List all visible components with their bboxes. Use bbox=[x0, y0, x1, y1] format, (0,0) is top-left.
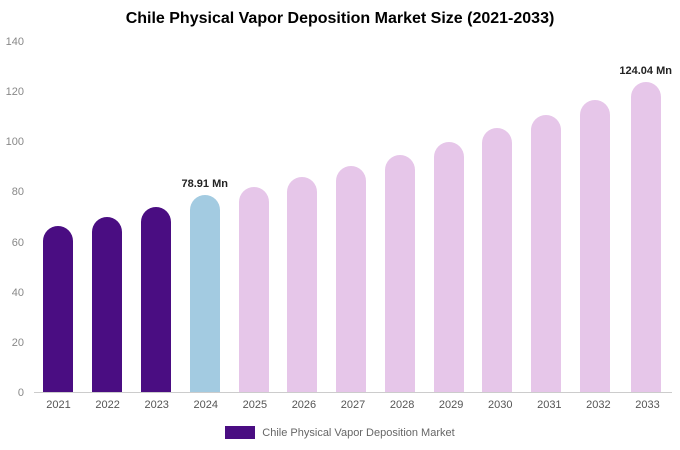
bar-cell bbox=[327, 42, 376, 392]
bar bbox=[531, 114, 562, 392]
bar bbox=[630, 81, 661, 392]
legend-label: Chile Physical Vapor Deposition Market bbox=[262, 426, 455, 439]
bar-cell bbox=[83, 42, 132, 392]
bar bbox=[433, 142, 464, 392]
x-axis-tick-label: 2021 bbox=[46, 399, 71, 411]
y-axis-tick-label: 120 bbox=[5, 86, 24, 99]
bar-cell: 78.91 Mn bbox=[180, 42, 229, 392]
bar bbox=[287, 177, 318, 392]
bar bbox=[140, 207, 171, 392]
bar-cell bbox=[229, 42, 278, 392]
x-axis-tick-label: 2025 bbox=[242, 399, 268, 411]
x-axis-tick-label: 2029 bbox=[438, 399, 464, 411]
bar bbox=[92, 217, 123, 392]
bars-row: 78.91 Mn 124.04 Mn bbox=[34, 42, 672, 392]
y-axis-tick-label: 80 bbox=[11, 186, 24, 199]
y-axis-tick-label: 100 bbox=[5, 136, 24, 149]
y-axis-tick-label: 0 bbox=[17, 387, 24, 399]
y-axis-tick-label: 140 bbox=[5, 36, 24, 48]
legend-swatch bbox=[225, 426, 256, 439]
bar bbox=[482, 128, 513, 392]
bar-cell bbox=[522, 42, 571, 392]
x-axis-tick-label: 2032 bbox=[586, 399, 611, 411]
plot-area: 78.91 Mn 124.04 Mn bbox=[34, 42, 672, 393]
bar bbox=[579, 99, 610, 392]
bar-cell bbox=[34, 42, 83, 392]
y-axis-tick-label: 20 bbox=[11, 336, 24, 349]
x-axis-tick-label: 2022 bbox=[95, 399, 120, 411]
bar-cell bbox=[375, 42, 424, 392]
y-axis-tick-label: 60 bbox=[11, 236, 24, 249]
x-axis: 2021 2022 2023 2024 2025 2026 2027 2028 2029 2030… bbox=[34, 395, 672, 411]
bar bbox=[384, 154, 415, 392]
bar bbox=[189, 194, 220, 392]
chart-area: 78.91 Mn 124.04 Mn bbox=[34, 42, 672, 393]
bar-cell: 124.04 Mn bbox=[619, 42, 672, 392]
x-axis-tick-label: 2033 bbox=[635, 399, 660, 411]
y-axis-tick-label: 40 bbox=[11, 286, 24, 299]
x-axis-tick-label: 2024 bbox=[193, 399, 219, 411]
bar-cell bbox=[571, 42, 620, 392]
x-axis-tick-label: 2023 bbox=[144, 399, 169, 411]
bar bbox=[238, 187, 269, 392]
bar-cell bbox=[278, 42, 327, 392]
x-axis-tick-label: 2027 bbox=[340, 399, 366, 411]
bar bbox=[336, 165, 367, 392]
x-axis-tick-label: 2026 bbox=[291, 399, 317, 411]
legend: Chile Physical Vapor Deposition Market bbox=[0, 426, 680, 439]
bar-cell bbox=[424, 42, 473, 392]
x-axis-tick-label: 2030 bbox=[488, 399, 513, 411]
x-axis-tick-label: 2028 bbox=[389, 399, 415, 411]
chart-title: Chile Physical Vapor Deposition Market S… bbox=[125, 10, 555, 27]
bar-cell bbox=[473, 42, 522, 392]
bar-value-label: 124.04 Mn bbox=[619, 64, 672, 77]
x-axis-tick-label: 2031 bbox=[537, 399, 562, 411]
bar-cell bbox=[132, 42, 181, 392]
bar bbox=[43, 225, 74, 392]
bar-value-label: 78.91 Mn bbox=[181, 177, 228, 190]
y-axis: 0 20 40 60 80 100 120 140 bbox=[0, 36, 28, 399]
